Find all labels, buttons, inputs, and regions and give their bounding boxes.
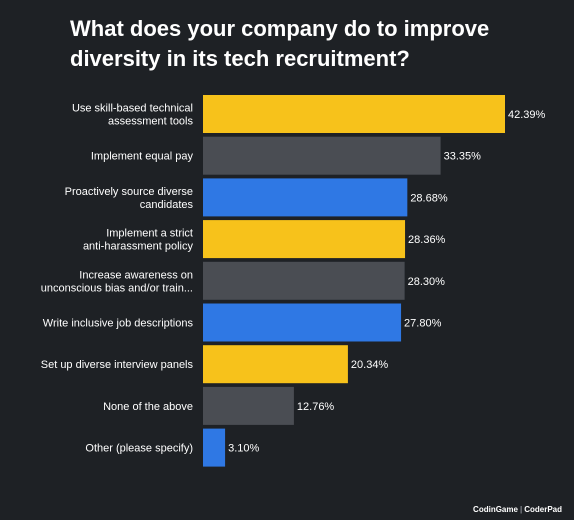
brand-separator: | <box>519 505 523 514</box>
bar-5 <box>203 261 405 300</box>
value-label-6: 27.80% <box>404 318 442 330</box>
value-label-9: 3.10% <box>228 443 259 455</box>
value-label-7: 20.34% <box>351 359 389 371</box>
value-label-3: 28.68% <box>410 192 448 204</box>
value-label-4: 28.36% <box>408 234 446 246</box>
bar-9 <box>203 428 226 467</box>
category-label-5: Increase awareness on unconscious bias an… <box>41 269 193 294</box>
bar-2 <box>203 136 441 175</box>
coderpad-logo: CoderPad <box>524 505 562 514</box>
bar-3 <box>203 178 408 217</box>
category-label-7: Set up diverse interview panels <box>41 359 194 371</box>
bar-8 <box>203 386 294 425</box>
category-label-1: Use skill-based technical assessment tool… <box>72 103 194 128</box>
value-label-2: 33.35% <box>444 151 482 163</box>
category-label-6: Write inclusive job descriptions <box>43 318 194 330</box>
codingame-logo: CodinGame <box>473 505 518 514</box>
value-label-8: 12.76% <box>297 401 335 413</box>
chart-title: What does your company do to improve div… <box>70 16 490 71</box>
category-label-9: Other (please specify) <box>85 443 193 455</box>
category-label-2: Implement equal pay <box>91 151 194 163</box>
bar-6 <box>203 303 402 342</box>
value-label-5: 28.30% <box>408 276 446 288</box>
bar-4 <box>203 220 406 259</box>
category-label-3: Proactively source diverse candidates <box>65 186 194 211</box>
category-label-4: Implement a strict anti-harassment policy <box>83 228 194 253</box>
value-label-1: 42.39% <box>508 109 546 121</box>
footer-brands: CodinGame | CoderPad <box>473 505 562 514</box>
bar-7 <box>203 345 348 384</box>
category-label-8: None of the above <box>103 401 193 413</box>
bar-1 <box>203 95 505 133</box>
